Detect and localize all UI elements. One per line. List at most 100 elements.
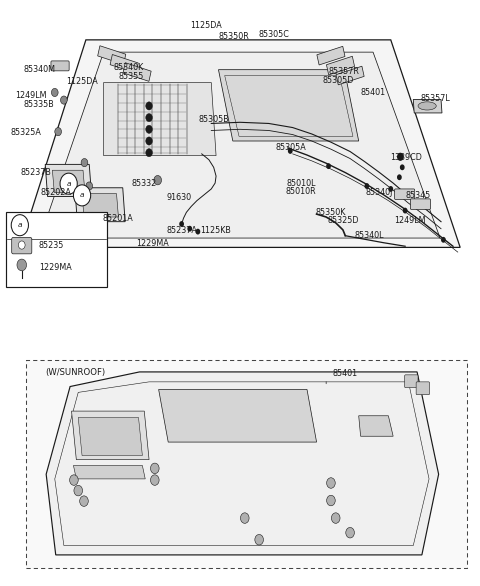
Circle shape bbox=[441, 237, 446, 243]
Text: 85237B: 85237B bbox=[20, 168, 51, 177]
Text: 85010R: 85010R bbox=[286, 188, 317, 196]
Polygon shape bbox=[158, 390, 317, 442]
Text: 85355: 85355 bbox=[118, 71, 144, 81]
Ellipse shape bbox=[418, 102, 436, 110]
Circle shape bbox=[74, 485, 83, 496]
Text: 85340M: 85340M bbox=[24, 65, 56, 74]
Polygon shape bbox=[359, 416, 393, 436]
Circle shape bbox=[146, 102, 153, 110]
Circle shape bbox=[81, 159, 88, 167]
Text: (W/SUNROOF): (W/SUNROOF) bbox=[46, 369, 106, 377]
Text: 85201A: 85201A bbox=[103, 214, 133, 223]
Circle shape bbox=[400, 165, 405, 170]
Polygon shape bbox=[20, 40, 460, 247]
Polygon shape bbox=[413, 100, 442, 113]
Circle shape bbox=[151, 475, 159, 485]
Text: 85340K: 85340K bbox=[114, 63, 144, 72]
Text: 85325A: 85325A bbox=[10, 128, 41, 137]
Text: 85340L: 85340L bbox=[354, 231, 384, 240]
Polygon shape bbox=[78, 417, 143, 455]
Polygon shape bbox=[82, 193, 119, 217]
Circle shape bbox=[326, 478, 335, 488]
Circle shape bbox=[331, 513, 340, 523]
Polygon shape bbox=[72, 411, 149, 459]
Circle shape bbox=[240, 513, 249, 523]
Text: 1125KB: 1125KB bbox=[200, 226, 230, 235]
Circle shape bbox=[60, 96, 67, 104]
Text: 1229MA: 1229MA bbox=[39, 263, 72, 272]
Polygon shape bbox=[73, 465, 145, 479]
Circle shape bbox=[146, 137, 153, 145]
Circle shape bbox=[288, 148, 293, 154]
FancyBboxPatch shape bbox=[416, 382, 430, 395]
FancyBboxPatch shape bbox=[395, 189, 415, 199]
Polygon shape bbox=[40, 52, 440, 238]
Circle shape bbox=[55, 128, 61, 136]
Text: 85340J: 85340J bbox=[365, 188, 393, 197]
Polygon shape bbox=[123, 63, 151, 81]
Text: 85350K: 85350K bbox=[316, 208, 346, 217]
Circle shape bbox=[403, 207, 408, 213]
Text: 85401: 85401 bbox=[360, 88, 385, 97]
Circle shape bbox=[146, 149, 153, 157]
Text: 85401: 85401 bbox=[333, 369, 358, 377]
Circle shape bbox=[11, 214, 28, 236]
Circle shape bbox=[346, 527, 354, 538]
Circle shape bbox=[73, 185, 91, 206]
Polygon shape bbox=[97, 46, 126, 64]
Text: a: a bbox=[66, 180, 71, 187]
Text: 85305D: 85305D bbox=[323, 76, 354, 86]
Text: 91630: 91630 bbox=[167, 193, 192, 202]
Circle shape bbox=[80, 496, 88, 506]
Circle shape bbox=[70, 475, 78, 485]
Circle shape bbox=[195, 229, 200, 234]
Text: 1125DA: 1125DA bbox=[191, 21, 222, 30]
Circle shape bbox=[146, 125, 153, 134]
Circle shape bbox=[17, 259, 26, 271]
FancyBboxPatch shape bbox=[405, 375, 418, 388]
Circle shape bbox=[18, 241, 25, 249]
FancyBboxPatch shape bbox=[6, 212, 107, 287]
Text: 85332: 85332 bbox=[132, 179, 157, 188]
Circle shape bbox=[86, 182, 93, 190]
Polygon shape bbox=[104, 83, 216, 156]
Polygon shape bbox=[110, 54, 138, 73]
Polygon shape bbox=[336, 66, 364, 85]
Circle shape bbox=[146, 114, 153, 122]
Polygon shape bbox=[45, 165, 92, 196]
Polygon shape bbox=[75, 188, 125, 222]
Circle shape bbox=[187, 226, 192, 231]
Circle shape bbox=[51, 88, 58, 97]
Text: 85345: 85345 bbox=[406, 191, 431, 200]
Text: 1339CD: 1339CD bbox=[391, 154, 422, 162]
FancyBboxPatch shape bbox=[12, 237, 32, 254]
Text: 85357R: 85357R bbox=[329, 67, 360, 76]
Circle shape bbox=[326, 495, 335, 506]
Polygon shape bbox=[46, 372, 439, 555]
Text: 85237A: 85237A bbox=[166, 226, 197, 235]
Circle shape bbox=[255, 534, 264, 545]
FancyBboxPatch shape bbox=[410, 199, 431, 209]
Polygon shape bbox=[326, 56, 355, 75]
Circle shape bbox=[388, 186, 393, 192]
Text: 85010L: 85010L bbox=[287, 179, 316, 188]
Circle shape bbox=[397, 174, 402, 180]
FancyBboxPatch shape bbox=[25, 360, 467, 568]
Text: a: a bbox=[80, 192, 84, 199]
Text: 85325D: 85325D bbox=[327, 216, 359, 225]
Text: 85305A: 85305A bbox=[276, 143, 307, 152]
Circle shape bbox=[151, 463, 159, 473]
Circle shape bbox=[326, 163, 331, 169]
Text: 85305B: 85305B bbox=[199, 115, 229, 124]
Text: 1125DA: 1125DA bbox=[66, 77, 98, 86]
Text: 85235: 85235 bbox=[39, 241, 64, 250]
Text: 1229MA: 1229MA bbox=[136, 239, 169, 248]
Text: a: a bbox=[18, 222, 22, 228]
Circle shape bbox=[364, 183, 369, 189]
Text: 85335B: 85335B bbox=[24, 100, 54, 108]
Polygon shape bbox=[52, 170, 85, 192]
Text: 85305C: 85305C bbox=[258, 30, 289, 39]
Circle shape bbox=[397, 153, 404, 161]
Polygon shape bbox=[218, 70, 359, 141]
Circle shape bbox=[60, 173, 77, 194]
